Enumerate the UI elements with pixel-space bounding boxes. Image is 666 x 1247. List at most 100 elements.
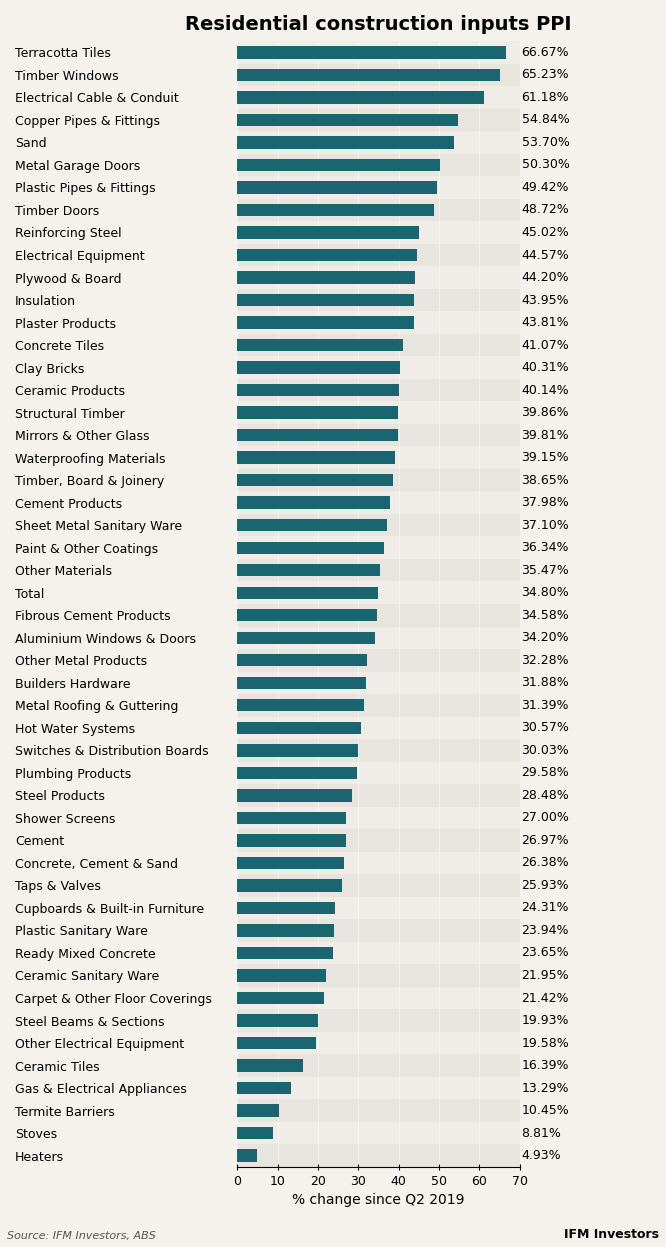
Text: 39.86%: 39.86% <box>521 407 569 419</box>
Bar <box>237 158 440 171</box>
Bar <box>237 852 519 874</box>
Text: 35.47%: 35.47% <box>521 564 569 576</box>
Bar <box>237 829 519 852</box>
Bar <box>237 897 519 919</box>
Text: 19.93%: 19.93% <box>521 1014 569 1028</box>
Bar <box>237 626 519 648</box>
Bar <box>237 964 519 986</box>
Bar <box>237 834 346 847</box>
Bar <box>237 108 519 131</box>
X-axis label: % change since Q2 2019: % change since Q2 2019 <box>292 1193 465 1207</box>
Text: 31.88%: 31.88% <box>521 676 569 690</box>
Text: 25.93%: 25.93% <box>521 879 569 892</box>
Bar <box>237 334 519 357</box>
Title: Residential construction inputs PPI: Residential construction inputs PPI <box>185 15 571 34</box>
Bar <box>237 379 519 402</box>
Text: 53.70%: 53.70% <box>521 136 569 148</box>
Bar <box>237 789 352 802</box>
Bar <box>237 312 519 334</box>
Bar <box>237 424 519 446</box>
Bar <box>237 986 519 1009</box>
Bar <box>237 519 387 531</box>
Text: 39.81%: 39.81% <box>521 429 569 441</box>
Text: 23.65%: 23.65% <box>521 946 569 959</box>
Bar <box>237 491 519 514</box>
Bar <box>237 41 519 64</box>
Text: 19.58%: 19.58% <box>521 1036 569 1050</box>
Text: 31.39%: 31.39% <box>521 698 569 712</box>
Text: 30.57%: 30.57% <box>521 721 569 734</box>
Bar <box>237 1100 519 1122</box>
Text: 39.15%: 39.15% <box>521 451 569 464</box>
Bar <box>237 700 364 712</box>
Text: 40.31%: 40.31% <box>521 362 569 374</box>
Bar <box>237 402 519 424</box>
Bar <box>237 695 519 717</box>
Text: 43.95%: 43.95% <box>521 293 569 307</box>
Bar <box>237 1077 519 1100</box>
Bar <box>237 1031 519 1054</box>
Bar <box>237 384 399 397</box>
Bar <box>237 203 434 216</box>
Text: 32.28%: 32.28% <box>521 653 569 667</box>
Text: 21.42%: 21.42% <box>521 991 569 1005</box>
Bar <box>237 1150 257 1162</box>
Text: 30.03%: 30.03% <box>521 744 569 757</box>
Bar <box>237 91 484 104</box>
Text: 37.10%: 37.10% <box>521 519 569 531</box>
Text: 50.30%: 50.30% <box>521 158 569 171</box>
Bar <box>237 541 384 554</box>
Text: 27.00%: 27.00% <box>521 812 569 824</box>
Text: 34.58%: 34.58% <box>521 609 569 622</box>
Bar <box>237 564 380 576</box>
Bar <box>237 581 519 604</box>
Text: 21.95%: 21.95% <box>521 969 569 981</box>
Text: 37.98%: 37.98% <box>521 496 569 509</box>
Bar <box>237 131 519 153</box>
Text: 34.80%: 34.80% <box>521 586 569 600</box>
Text: 44.57%: 44.57% <box>521 248 569 262</box>
Bar <box>237 807 519 829</box>
Bar <box>237 1054 519 1077</box>
Bar <box>237 474 393 486</box>
Bar <box>237 941 519 964</box>
Bar <box>237 113 458 126</box>
Bar <box>237 762 519 784</box>
Bar <box>237 153 519 176</box>
Bar <box>237 648 519 672</box>
Bar <box>237 317 414 329</box>
Bar <box>237 69 500 81</box>
Bar <box>237 249 417 261</box>
Bar <box>237 672 519 695</box>
Text: 43.81%: 43.81% <box>521 315 569 329</box>
Bar <box>237 1082 291 1095</box>
Text: 66.67%: 66.67% <box>521 46 569 59</box>
Bar <box>237 946 332 959</box>
Bar <box>237 879 342 892</box>
Text: 54.84%: 54.84% <box>521 113 569 126</box>
Bar <box>237 812 346 824</box>
Bar <box>237 677 366 690</box>
Bar <box>237 924 334 936</box>
Bar <box>237 221 519 243</box>
Bar <box>237 1145 519 1167</box>
Bar <box>237 514 519 536</box>
Text: 41.07%: 41.07% <box>521 339 569 352</box>
Bar <box>237 357 519 379</box>
Bar <box>237 267 519 289</box>
Bar <box>237 784 519 807</box>
Text: 48.72%: 48.72% <box>521 203 569 217</box>
Bar <box>237 991 324 1004</box>
Bar <box>237 739 519 762</box>
Bar <box>237 198 519 221</box>
Text: 28.48%: 28.48% <box>521 789 569 802</box>
Text: 38.65%: 38.65% <box>521 474 569 486</box>
Text: 61.18%: 61.18% <box>521 91 569 104</box>
Bar <box>237 631 375 643</box>
Text: 49.42%: 49.42% <box>521 181 569 195</box>
Bar <box>237 496 390 509</box>
Bar <box>237 902 335 914</box>
Bar <box>237 407 398 419</box>
Bar <box>237 136 454 148</box>
Bar <box>237 655 368 666</box>
